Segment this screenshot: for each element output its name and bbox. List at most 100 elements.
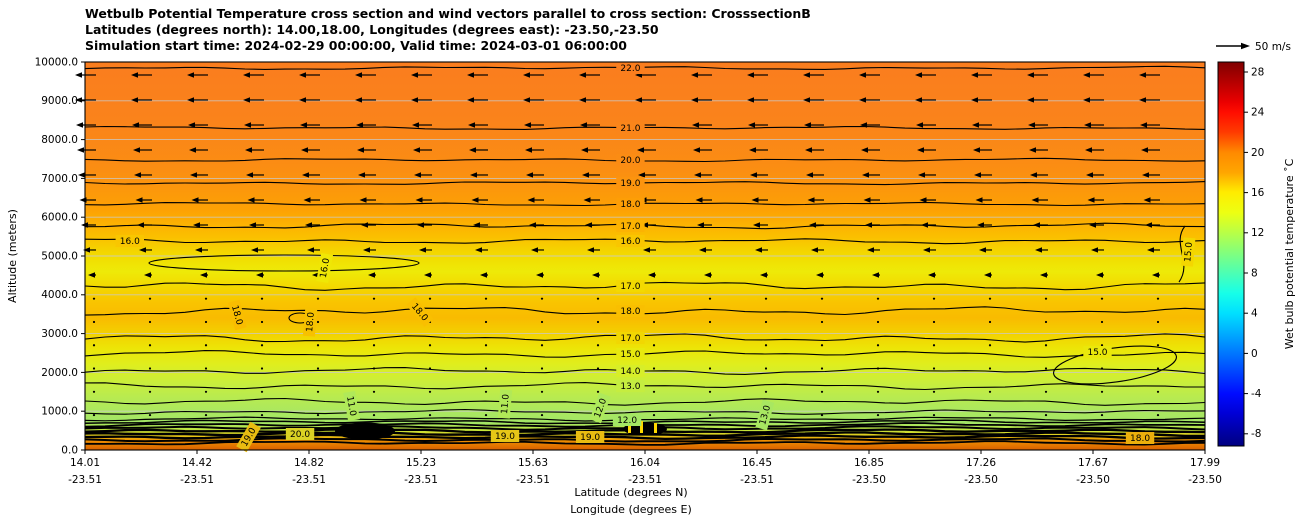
wind-dot	[876, 297, 880, 300]
wind-arrow-head	[134, 172, 141, 178]
wind-arrow-head	[412, 122, 419, 128]
contour-label-group: 18.0	[616, 198, 645, 211]
contour-label: 17.0	[620, 222, 640, 232]
wind-arrow-head	[865, 222, 872, 228]
wind-dot	[484, 297, 488, 300]
wind-dot	[932, 297, 936, 300]
wind-arrow-head	[1139, 97, 1146, 103]
y-axis-label: Altitude (meters)	[6, 209, 19, 303]
wind-arrow-head	[355, 72, 362, 78]
x-tick-label-latitude: 15.23	[406, 457, 436, 469]
wind-arrow-head	[467, 72, 474, 78]
wind-arrow-head	[699, 247, 706, 253]
wind-dot	[1156, 413, 1160, 417]
wind-arrow-head	[77, 147, 84, 153]
wind-dot	[876, 390, 880, 393]
wind-dot	[484, 367, 488, 370]
wind-arrow-head	[916, 122, 923, 128]
wind-arrow-head	[1029, 147, 1036, 153]
wind-dot	[652, 413, 656, 417]
quiver-key-label: 50 m/s	[1255, 41, 1291, 53]
contour-line-18.0	[84, 201, 1206, 207]
wind-dot	[148, 390, 152, 393]
colorbar-tick-label: -8	[1251, 428, 1261, 440]
wind-dot	[540, 344, 544, 347]
wind-arrow-head	[473, 222, 480, 228]
wind-dot	[372, 344, 376, 347]
colorbar-tick-label: 0	[1251, 348, 1258, 360]
x-tick-label-longitude: -23.50	[852, 474, 886, 486]
contour-label-patch	[1180, 237, 1196, 267]
wind-dot	[428, 413, 432, 417]
colorbar-tick-label: 24	[1251, 107, 1265, 119]
wind-dot	[148, 367, 152, 370]
wind-arrow-head	[872, 272, 879, 278]
contour-label-patch	[616, 380, 645, 393]
wind-dot	[1100, 390, 1104, 393]
wind-arrow-head	[1027, 72, 1034, 78]
colorbar-tick-label: 4	[1251, 308, 1258, 320]
contour-label-patch	[616, 234, 645, 247]
wind-dot	[540, 297, 544, 300]
wind-dot	[764, 297, 768, 300]
wind-dot	[764, 320, 768, 324]
wind-dot	[988, 320, 992, 324]
wind-arrow-head	[809, 222, 816, 228]
contour-label-patch	[490, 429, 520, 442]
wind-arrow-head	[1083, 97, 1090, 103]
x-tick-label-latitude: 17.99	[1190, 457, 1220, 469]
wind-arrow-head	[413, 147, 420, 153]
wind-arrow-head	[245, 147, 252, 153]
wind-dot	[428, 297, 432, 300]
contour-label-group: 16.0	[316, 253, 334, 284]
contour-label-patch	[115, 234, 144, 247]
wind-arrow-head	[531, 247, 538, 253]
wind-dot	[1156, 390, 1160, 393]
wind-dot	[428, 390, 432, 393]
wind-arrow-head	[580, 122, 587, 128]
x-tick-label-latitude: 17.67	[1078, 457, 1108, 469]
wind-dot	[820, 367, 824, 370]
contour-loop-16	[148, 254, 420, 272]
contour-label-group: 18.0	[616, 305, 645, 318]
wind-arrow-head	[480, 272, 487, 278]
wind-dot	[260, 413, 264, 417]
wind-arrow-head	[695, 197, 703, 203]
contour-label-group: 11.0	[497, 389, 513, 419]
wind-dot	[204, 413, 208, 417]
wind-arrow-head	[526, 172, 533, 178]
wind-dot	[876, 367, 880, 370]
wind-dot	[708, 344, 712, 347]
wind-dot	[1044, 344, 1048, 347]
surface-contour	[84, 437, 1206, 443]
wind-dot	[204, 344, 208, 347]
wind-arrow-head	[587, 247, 594, 253]
wind-arrow-head	[923, 247, 930, 253]
wind-arrow-head	[419, 247, 426, 253]
y-tick-label: 8000.0	[41, 134, 78, 146]
wind-arrow-head	[921, 222, 928, 228]
contour-label-group: 16.0	[115, 234, 144, 247]
wind-arrow-head	[195, 247, 202, 253]
wind-arrow-head	[1035, 247, 1042, 253]
wind-arrow-head	[692, 122, 699, 128]
contour-label-patch	[755, 399, 775, 431]
wind-dot	[204, 367, 208, 370]
contour-line-11.0	[84, 408, 1206, 415]
contour-label-patch	[575, 431, 605, 444]
wind-arrow-head	[691, 72, 698, 78]
wind-arrow-head	[585, 222, 592, 228]
contour-label: 15.0	[1087, 348, 1107, 358]
wind-dot	[260, 320, 264, 324]
x-tick-label-latitude: 16.45	[742, 457, 772, 469]
wind-arrow-head	[1141, 147, 1148, 153]
contour-label-group: 17.0	[616, 331, 645, 344]
wind-arrow-head	[974, 172, 981, 178]
wind-arrow-head	[917, 147, 924, 153]
contour-label-group: 17.0	[616, 279, 645, 292]
wind-arrow-head	[357, 147, 364, 153]
contour-label-group: 19.0	[490, 429, 520, 442]
wind-dot	[820, 344, 824, 347]
contour-label: 12.0	[617, 416, 637, 426]
